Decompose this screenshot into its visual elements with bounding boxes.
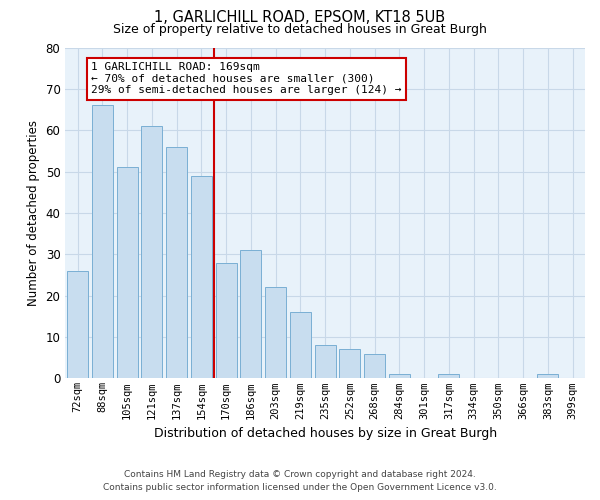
Bar [364,354,385,378]
Text: Contains HM Land Registry data © Crown copyright and database right 2024.
Contai: Contains HM Land Registry data © Crown c… [103,470,497,492]
Bar [439,374,460,378]
Bar [340,350,361,378]
Bar [538,374,559,378]
Bar [166,147,187,378]
X-axis label: Distribution of detached houses by size in Great Burgh: Distribution of detached houses by size … [154,427,497,440]
Bar [191,176,212,378]
Bar [314,346,335,378]
Bar [241,250,262,378]
Text: 1 GARLICHILL ROAD: 169sqm
← 70% of detached houses are smaller (300)
29% of semi: 1 GARLICHILL ROAD: 169sqm ← 70% of detac… [91,62,402,95]
Text: Size of property relative to detached houses in Great Burgh: Size of property relative to detached ho… [113,22,487,36]
Bar [389,374,410,378]
Bar [116,168,137,378]
Y-axis label: Number of detached properties: Number of detached properties [27,120,40,306]
Bar [67,271,88,378]
Bar [142,126,163,378]
Bar [215,262,236,378]
Text: 1, GARLICHILL ROAD, EPSOM, KT18 5UB: 1, GARLICHILL ROAD, EPSOM, KT18 5UB [154,10,446,25]
Bar [290,312,311,378]
Bar [265,288,286,378]
Bar [92,106,113,378]
